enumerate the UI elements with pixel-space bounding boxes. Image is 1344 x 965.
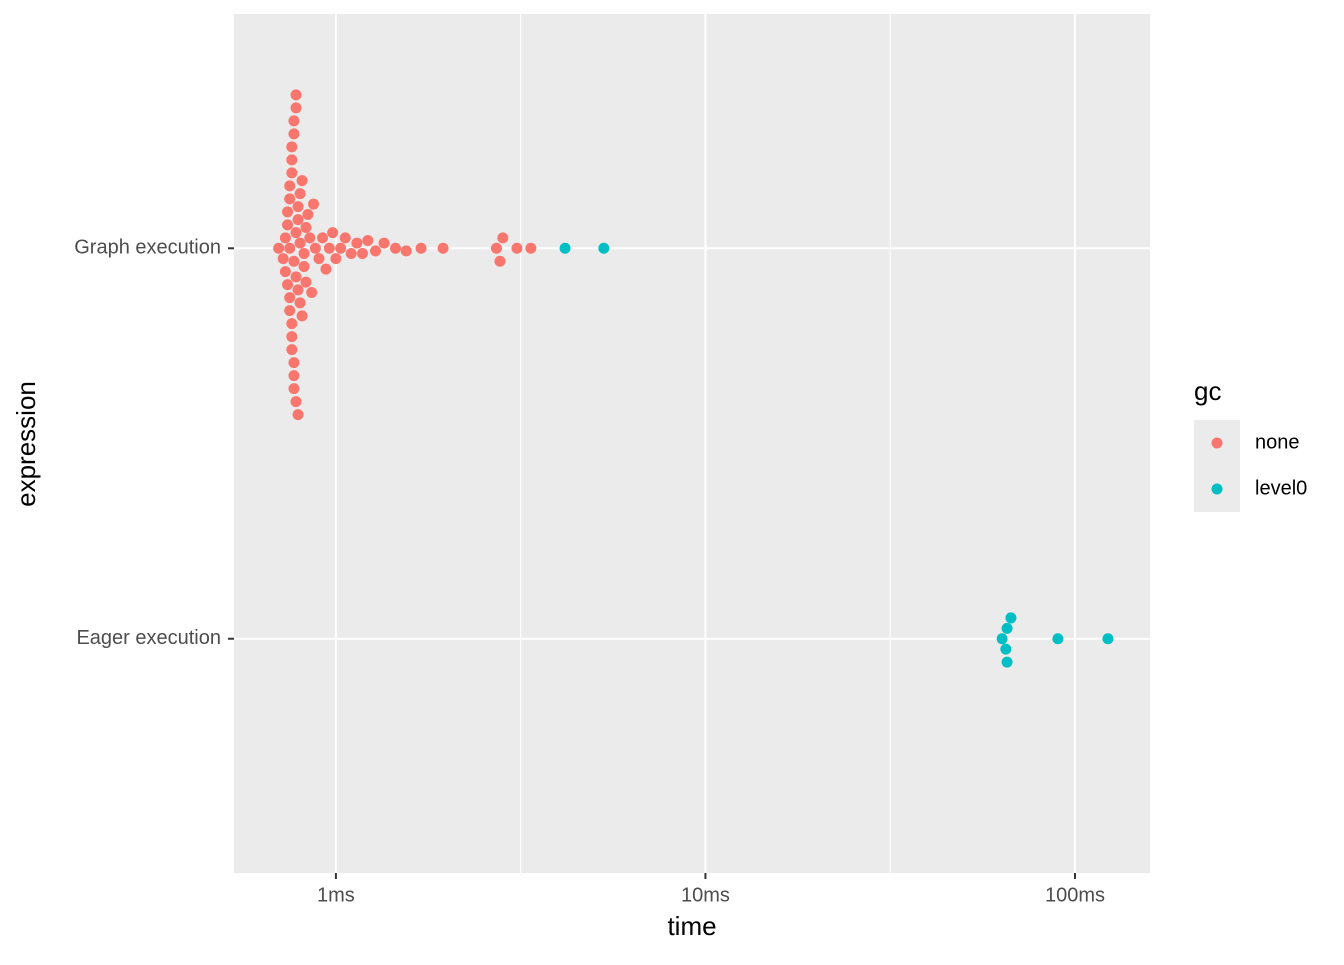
point <box>286 154 298 166</box>
point <box>288 383 300 395</box>
legend-label: level0 <box>1255 477 1307 499</box>
x-tick-label: 100ms <box>1045 884 1105 906</box>
grid <box>234 14 1150 873</box>
point <box>1001 656 1013 668</box>
point <box>292 284 304 296</box>
point <box>284 193 296 205</box>
point <box>298 260 310 272</box>
point <box>284 242 296 254</box>
point <box>1000 643 1012 655</box>
point <box>490 242 502 254</box>
point <box>284 292 296 304</box>
point <box>286 318 298 330</box>
point <box>294 237 306 249</box>
point <box>292 214 304 226</box>
point <box>511 242 523 254</box>
point <box>300 276 312 288</box>
point <box>559 242 571 254</box>
point <box>351 237 363 249</box>
point <box>306 286 318 298</box>
point <box>298 247 310 259</box>
point <box>286 167 298 179</box>
point <box>309 242 321 254</box>
point <box>304 232 316 244</box>
point <box>277 253 289 265</box>
point <box>282 279 294 291</box>
point <box>273 242 285 254</box>
point <box>288 128 300 140</box>
point <box>400 245 412 257</box>
point <box>279 266 291 278</box>
point <box>313 253 325 265</box>
x-tick-label: 1ms <box>317 884 355 906</box>
point <box>1005 612 1017 624</box>
point <box>288 115 300 127</box>
point <box>282 206 294 218</box>
x-tick-label: 10ms <box>681 884 730 906</box>
point <box>378 237 390 249</box>
point <box>598 242 610 254</box>
legend-label: none <box>1255 431 1300 453</box>
point <box>1001 622 1013 634</box>
marks <box>273 89 1114 668</box>
y-tick-label: Graph execution <box>74 237 221 259</box>
point <box>437 242 449 254</box>
legend-key <box>1211 483 1223 495</box>
point <box>286 331 298 343</box>
y-axis-title: expression <box>11 381 41 507</box>
point <box>390 242 402 254</box>
x-axis-title: time <box>667 911 716 941</box>
point <box>335 242 347 254</box>
point <box>300 221 312 233</box>
point <box>497 232 509 244</box>
point <box>330 253 342 265</box>
point <box>279 232 291 244</box>
point <box>282 219 294 231</box>
point <box>290 396 302 408</box>
panel <box>234 14 1150 873</box>
point <box>296 175 308 187</box>
y-tick-label: Eager execution <box>76 627 221 649</box>
point <box>284 305 296 317</box>
point <box>356 247 368 259</box>
point <box>320 263 332 275</box>
legend-key <box>1211 437 1223 449</box>
point <box>1052 633 1064 645</box>
point <box>288 255 300 267</box>
point <box>290 89 302 101</box>
point <box>292 409 304 421</box>
point <box>290 271 302 283</box>
point <box>288 357 300 369</box>
point <box>345 247 357 259</box>
legend-key-background <box>1194 420 1240 512</box>
point <box>286 344 298 356</box>
point <box>292 201 304 213</box>
point <box>296 310 308 322</box>
point <box>288 370 300 382</box>
point <box>996 633 1008 645</box>
point <box>284 180 296 192</box>
point <box>294 297 306 309</box>
point <box>362 234 374 246</box>
point <box>290 102 302 114</box>
point <box>294 188 306 200</box>
point <box>1102 633 1114 645</box>
point <box>323 242 335 254</box>
legend-title: gc <box>1194 376 1221 406</box>
point <box>308 198 320 210</box>
point <box>286 141 298 153</box>
point <box>327 227 339 239</box>
point <box>525 242 537 254</box>
point <box>339 232 351 244</box>
point <box>302 208 314 220</box>
point <box>370 245 382 257</box>
point <box>494 255 506 267</box>
point <box>290 227 302 239</box>
point <box>317 232 329 244</box>
point <box>415 242 427 254</box>
legend: none level0 <box>1194 420 1307 512</box>
